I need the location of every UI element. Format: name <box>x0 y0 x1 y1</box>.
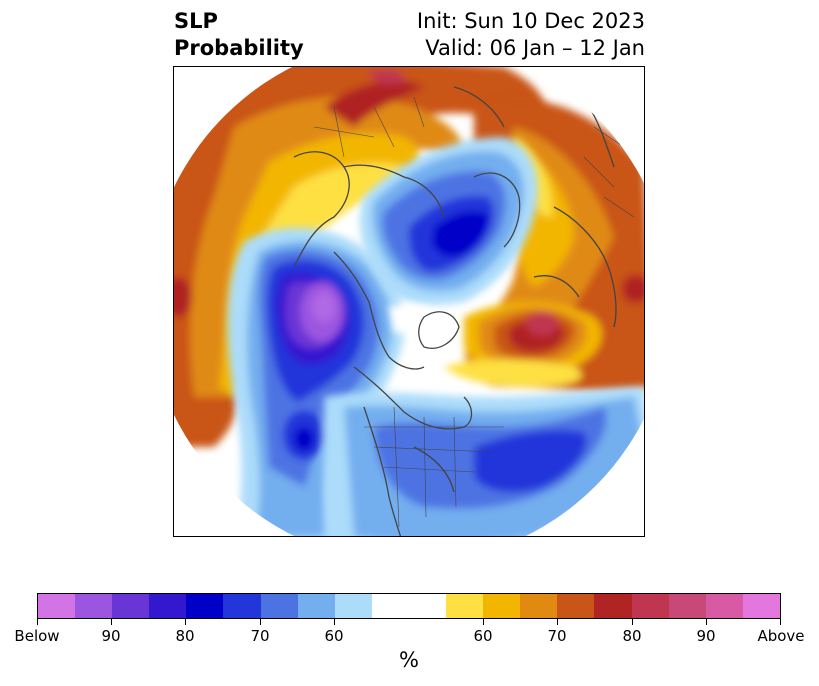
colorbar-tick-label: 70 <box>547 627 567 645</box>
colorbar-tick <box>483 619 484 625</box>
below-normal-arctic <box>360 137 538 305</box>
colorbar-segment <box>557 594 595 618</box>
colorbar-segment <box>631 594 669 618</box>
colorbar-segment <box>742 594 780 618</box>
colorbar-tick-label: 60 <box>324 627 344 645</box>
colorbar-tick <box>111 619 112 625</box>
title-variable: SLP <box>174 9 218 33</box>
colorbar-segment <box>75 594 113 618</box>
colorbar-segment <box>668 594 706 618</box>
colorbar-tick-label: 80 <box>622 627 642 645</box>
valid-range: Valid: 06 Jan – 12 Jan <box>425 36 645 60</box>
chart-title: SLP Probability <box>174 8 304 62</box>
init-date: Init: Sun 10 Dec 2023 <box>416 9 645 33</box>
colorbar-segment <box>446 594 484 618</box>
borders <box>313 96 635 528</box>
colorbar-tick-label: 90 <box>696 627 716 645</box>
colorbar-segment <box>483 594 521 618</box>
colorbar-tick <box>780 619 781 625</box>
colorbar-unit: % <box>399 648 419 672</box>
colorbar-tick <box>706 619 707 625</box>
chart-dates: Init: Sun 10 Dec 2023 Valid: 06 Jan – 12… <box>417 8 645 62</box>
colorbar-segment <box>371 594 447 618</box>
colorbar-tick <box>37 619 38 625</box>
colorbar-tick-label: Below <box>14 627 60 645</box>
colorbar-segment <box>260 594 298 618</box>
colorbar-segment <box>223 594 261 618</box>
colorbar-segment <box>705 594 743 618</box>
colorbar-tick-label: 80 <box>175 627 195 645</box>
colorbar-segment <box>112 594 150 618</box>
colorbar-segment <box>149 594 187 618</box>
colorbar-segment <box>38 594 76 618</box>
colorbar-tick <box>185 619 186 625</box>
colorbar-tick <box>334 619 335 625</box>
probability-map <box>173 66 645 537</box>
colorbar-segment <box>520 594 558 618</box>
colorbar-tick-label: 90 <box>101 627 121 645</box>
map-svg <box>174 67 644 536</box>
coastlines <box>293 86 617 536</box>
colorbar-segment <box>594 594 632 618</box>
colorbar-tick <box>557 619 558 625</box>
below-normal-pacific <box>227 227 405 536</box>
above-normal-west <box>174 67 544 447</box>
colorbar-tick <box>632 619 633 625</box>
colorbar-segment <box>334 594 372 618</box>
colorbar-tick-label: 70 <box>250 627 270 645</box>
colorbar-segment <box>297 594 335 618</box>
colorbar-tick <box>260 619 261 625</box>
colorbar <box>37 593 781 619</box>
colorbar-tick-label: 60 <box>473 627 493 645</box>
colorbar-tick-label: Above <box>757 627 805 645</box>
colorbar-segment <box>186 594 224 618</box>
title-quantity: Probability <box>174 36 304 60</box>
